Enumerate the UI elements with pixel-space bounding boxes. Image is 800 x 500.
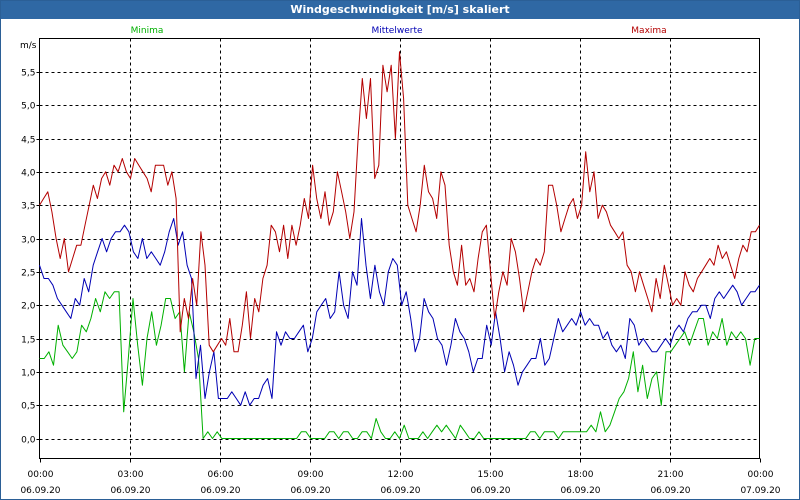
y-tick-label: 2,5 — [21, 269, 35, 279]
legend-minima: Minima — [131, 26, 164, 36]
y-tick-label: 2,0 — [21, 302, 36, 312]
y-tick-label: 5,5 — [21, 69, 35, 79]
y-tick-label: 0,0 — [21, 436, 36, 446]
series-line-mittelwerte — [39, 218, 760, 406]
x-tick-time: 00:00 — [748, 470, 774, 480]
y-tick-label: 1,5 — [21, 336, 35, 346]
x-tick-date: 06.09.20 — [380, 486, 420, 496]
x-tick-time: 15:00 — [478, 470, 504, 480]
y-axis-label: m/s — [20, 41, 37, 51]
series-line-minima — [39, 291, 760, 439]
x-tick-time: 18:00 — [568, 470, 594, 480]
x-tick-date: 06.09.20 — [110, 486, 150, 496]
y-tick-label: 0,5 — [21, 402, 35, 412]
x-tick-date: 06.09.20 — [470, 486, 510, 496]
x-tick-time: 21:00 — [658, 470, 684, 480]
y-tick-label: 5,0 — [21, 102, 36, 112]
x-tick-date: 07.09.20 — [740, 486, 780, 496]
series-line-maxima — [39, 51, 760, 353]
y-tick-label: 1,0 — [21, 369, 36, 379]
x-tick-date: 06.09.20 — [650, 486, 690, 496]
y-axis-ticks: 0,0 0,5 1,0 1,5 2,0 2,5 3,0 3,5 4,0 4,5 5,0 5,5 — [21, 69, 40, 446]
window-title: Windgeschwindigkeit [m/s] skaliert — [1, 1, 799, 19]
legend-maxima: Maxima — [631, 26, 666, 36]
series-lines — [39, 51, 760, 439]
plot-area — [39, 38, 760, 459]
y-tick-label: 4,0 — [21, 169, 36, 179]
x-tick-time: 06:00 — [208, 470, 234, 480]
x-tick-time: 00:00 — [28, 470, 54, 480]
y-tick-label: 4,5 — [21, 136, 35, 146]
x-tick-date: 06.09.20 — [560, 486, 600, 496]
x-tick-time: 12:00 — [388, 470, 414, 480]
x-tick-time: 03:00 — [118, 470, 144, 480]
x-tick-date: 06.09.20 — [20, 486, 60, 496]
x-axis-ticks: 00:00 06.09.20 03:00 06.09.20 06:00 06.09.20 0… — [20, 458, 781, 496]
x-tick-date: 06.09.20 — [290, 486, 330, 496]
y-tick-label: 3,0 — [21, 236, 36, 246]
legend-mittelwerte: Mittelwerte — [371, 26, 422, 36]
x-tick-date: 06.09.20 — [200, 486, 240, 496]
x-tick-time: 09:00 — [298, 470, 324, 480]
y-tick-label: 3,5 — [21, 202, 35, 212]
